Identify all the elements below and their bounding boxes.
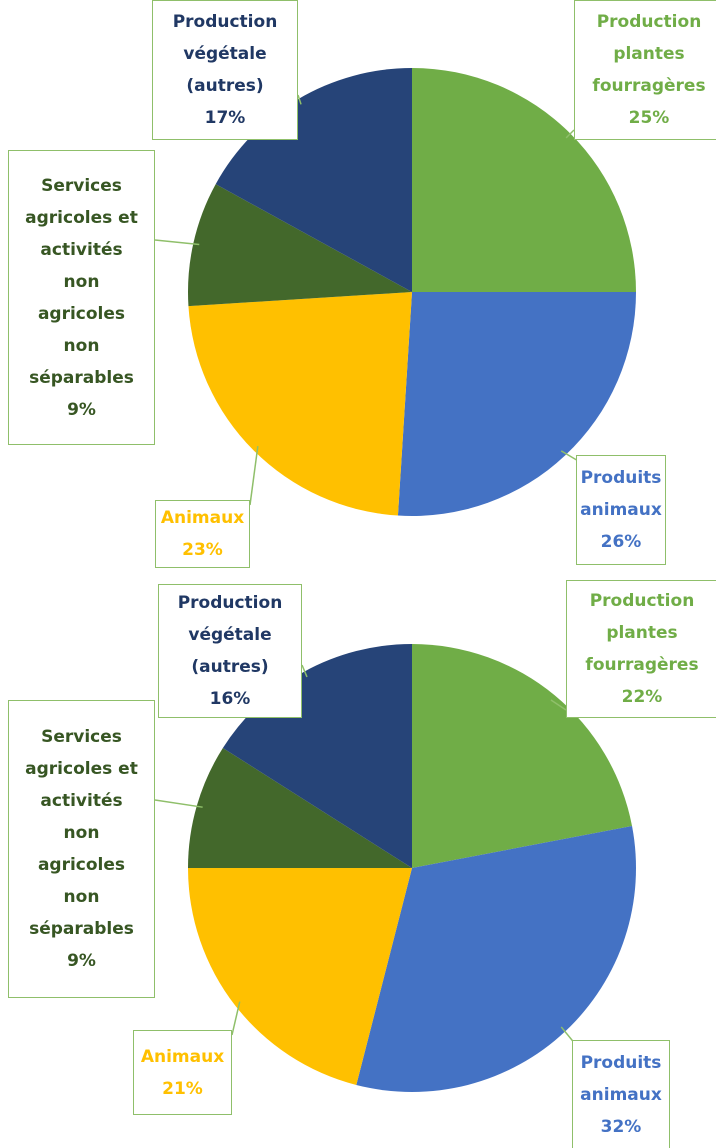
- label-name: Production plantes fourragères: [592, 12, 706, 96]
- label-value: 22%: [621, 687, 663, 707]
- label-value: 21%: [162, 1078, 203, 1099]
- label-value: 23%: [182, 540, 223, 560]
- label-value: 26%: [600, 532, 642, 552]
- leader-line: [565, 129, 575, 139]
- label-name: Production végétale (autres): [177, 593, 283, 677]
- data-label: Produits animaux 32%: [572, 1040, 670, 1148]
- label-name: Services agricoles et activités non agri…: [25, 727, 138, 939]
- label-value: 32%: [600, 1117, 642, 1137]
- data-label: Production plantes fourragères 22%: [566, 580, 716, 718]
- label-value: 25%: [628, 108, 670, 128]
- leader-line: [301, 664, 308, 678]
- leader-line: [249, 446, 259, 506]
- pie-slice: [412, 68, 636, 292]
- pie-slice: [188, 184, 412, 307]
- label-value: 17%: [204, 108, 246, 128]
- pie-slice: [188, 747, 412, 868]
- pie-slice: [356, 826, 637, 1092]
- data-label: Production plantes fourragères 25%: [574, 0, 716, 140]
- pie-slice: [412, 644, 633, 868]
- leader-line: [550, 699, 567, 711]
- leader-line: [154, 239, 200, 246]
- data-label: Production végétale (autres) 16%: [158, 584, 302, 718]
- label-name: Production végétale (autres): [172, 12, 278, 96]
- label-value: 16%: [209, 689, 251, 709]
- data-label: Services agricoles et activités non agri…: [8, 150, 155, 445]
- leader-line: [154, 799, 203, 808]
- pie-slice: [188, 868, 412, 1085]
- pie-slice: [397, 292, 636, 516]
- pie-slice: [188, 292, 412, 516]
- label-name: Produits animaux: [580, 468, 662, 520]
- label-name: Animaux: [140, 1046, 225, 1067]
- label-value: 9%: [67, 399, 96, 420]
- data-label: Animaux 23%: [155, 500, 250, 568]
- label-name: Services agricoles et activités non agri…: [25, 175, 138, 388]
- data-label: Produits animaux 26%: [576, 455, 666, 565]
- label-value: 9%: [67, 951, 96, 971]
- leader-line: [297, 94, 302, 105]
- data-label: Services agricoles et activités non agri…: [8, 700, 155, 998]
- label-name: Production plantes fourragères: [585, 591, 699, 675]
- data-label: Animaux 21%: [133, 1030, 232, 1115]
- data-label: Production végétale (autres) 17%: [152, 0, 298, 140]
- leader-line: [231, 1001, 241, 1036]
- label-name: Produits animaux: [580, 1053, 662, 1105]
- label-name: Animaux: [160, 508, 245, 528]
